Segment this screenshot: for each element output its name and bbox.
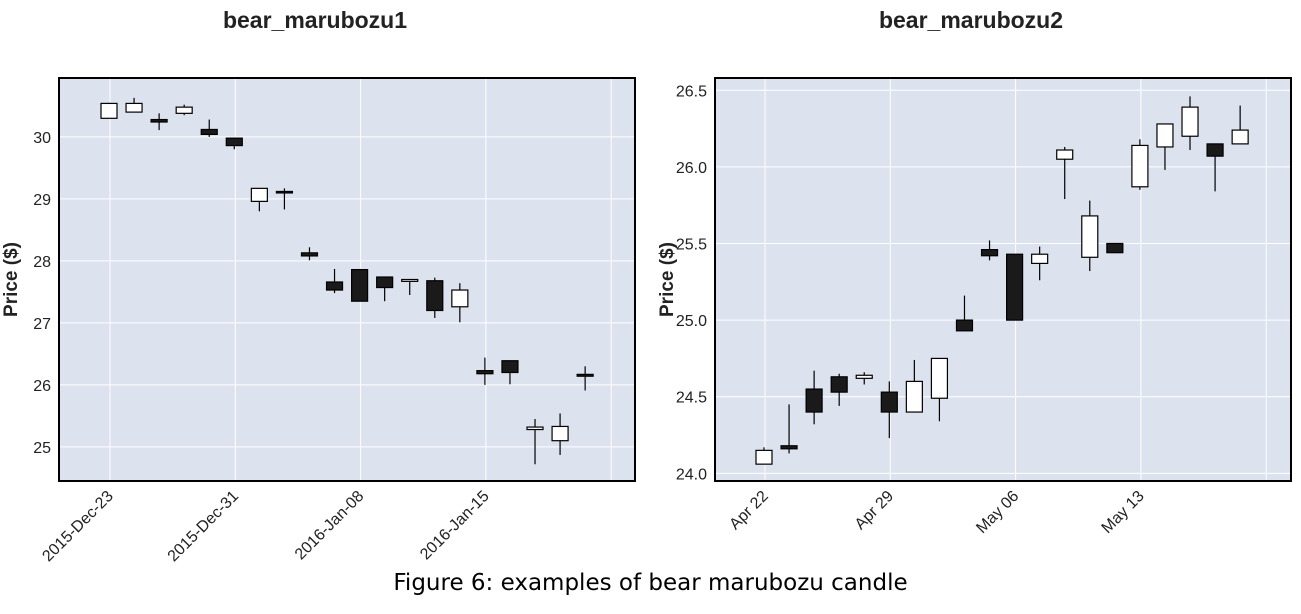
candle-body-bear: [955, 319, 974, 332]
y-tick-label: 25: [33, 440, 51, 457]
candle-body-bull: [1031, 253, 1049, 265]
figure-caption: Figure 6: examples of bear marubozu cand…: [393, 570, 908, 596]
candle-body-bear: [476, 370, 494, 375]
x-tick-label: 2016-Jan-08: [292, 488, 368, 564]
y-tick-label: 25.5: [676, 236, 707, 253]
y-axis-label: Price ($): [657, 242, 678, 317]
candle-body-bear: [426, 280, 444, 312]
y-tick-label: 27: [33, 316, 51, 333]
candle-body-bear: [150, 118, 168, 123]
candle-body-bear: [576, 373, 594, 377]
candle-body-bear: [1005, 253, 1024, 321]
candle-body-bull: [250, 187, 268, 202]
y-tick-label: 25.0: [676, 313, 707, 330]
y-tick-label: 28: [33, 254, 51, 271]
chart-title: bear_marubozu1: [223, 7, 407, 33]
x-tick-label: 2015-Dec-23: [39, 488, 117, 565]
candle-body-bull: [930, 357, 949, 399]
x-tick-label: Apr 29: [852, 488, 897, 533]
candle-body-bear: [300, 252, 319, 257]
y-tick-label: 29: [33, 192, 51, 209]
candle-body-bear: [376, 276, 394, 289]
candle-body-bear: [200, 128, 218, 136]
chart-panel-1: 25 26 27 28 29 30 2015-Dec-23 2015-Dec-31 2016-J…: [1, 7, 636, 566]
plot-frame: [714, 77, 1292, 482]
candle-body-bear: [830, 376, 848, 393]
plot-area: [715, 78, 1291, 481]
candle-body-bear: [805, 388, 823, 413]
x-tick-label: May 06: [973, 488, 1022, 537]
candle-body-bear: [880, 391, 898, 413]
candle-body-bear: [325, 281, 344, 291]
candle-body-bear: [501, 360, 519, 374]
y-axis-label: Price ($): [1, 242, 22, 317]
x-tick-label: 2015-Dec-31: [165, 488, 243, 566]
candle-body-bull: [1056, 149, 1074, 160]
candle-body-bear: [1206, 143, 1224, 157]
candle-body-bull: [175, 106, 193, 114]
plot-area: [59, 78, 635, 481]
candle-body-bear: [980, 249, 999, 257]
candle-body-bull: [755, 449, 773, 465]
candle-body-bull: [526, 426, 544, 431]
y-tick-label: 26.0: [676, 160, 707, 177]
candle-body-bull: [1181, 106, 1199, 137]
y-tick-label: 24.0: [676, 466, 707, 483]
x-tick-label: Apr 22: [726, 488, 771, 533]
chart-title: bear_marubozu2: [879, 7, 1063, 33]
candle-body-bull: [100, 102, 118, 119]
candle-body-bull: [401, 278, 419, 282]
x-tick-label: 2016-Jan-15: [417, 488, 493, 564]
y-tick-label: 24.5: [676, 390, 707, 407]
y-tick-label: 26.5: [676, 83, 707, 100]
candle-body-bear: [1106, 242, 1124, 254]
y-tick-label: 30: [33, 130, 51, 147]
candle-body-bull: [1156, 123, 1174, 148]
candle-body-bull: [125, 102, 143, 113]
x-tick-label: May 13: [1099, 488, 1148, 537]
candle-body-bear: [225, 137, 243, 147]
candle-body-bull: [905, 380, 923, 413]
plot-frame: [58, 77, 636, 482]
candle-body-bull: [1081, 215, 1099, 258]
candle-body-bull: [855, 374, 873, 379]
candle-body-bull: [1231, 129, 1249, 145]
candle-body-bull: [1131, 144, 1149, 188]
y-tick-label: 26: [33, 378, 51, 395]
candle-body-bear: [780, 445, 798, 450]
candle-body-bear: [275, 190, 294, 194]
chart-panel-2: 24.0 24.5 25.0 25.5 26.0 26.5 Apr 22 Apr 29 May …: [657, 7, 1292, 537]
candle-body-bull: [451, 289, 469, 308]
candle-body-bear: [351, 268, 369, 302]
candle-body-bull: [551, 425, 569, 442]
